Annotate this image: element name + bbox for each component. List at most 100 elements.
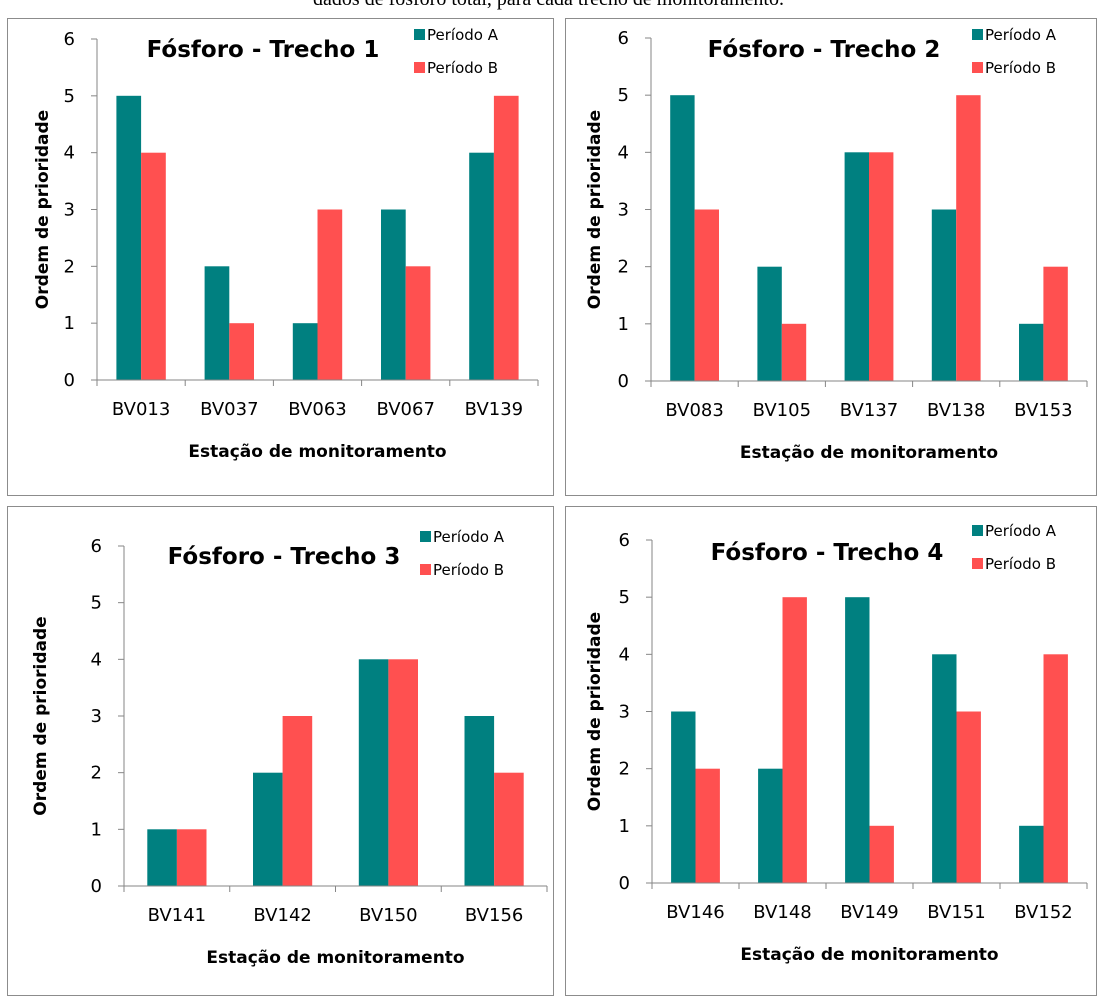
- y-tick-label: 0: [91, 876, 102, 897]
- y-axis-title: Ordem de prioridade: [585, 612, 605, 811]
- legend-label-periodo-b: Período B: [985, 59, 1056, 77]
- x-tick-label-bv141: BV141: [148, 905, 206, 926]
- y-axis-title: Ordem de prioridade: [585, 110, 605, 309]
- y-tick-label: 1: [619, 816, 630, 837]
- legend-label-periodo-a: Período A: [985, 26, 1057, 44]
- x-tick-label-bv142: BV142: [253, 905, 311, 926]
- y-axis-title: Ordem de prioridade: [31, 616, 51, 815]
- chart-svg-trecho-2: 0 1 2 3 4 5 6 BV083 BV105 BV137 BV138 BV153 Estação …: [585, 26, 1088, 463]
- bar-periodo-a-bv153: [1019, 323, 1044, 381]
- y-tick-label: 6: [91, 536, 102, 557]
- x-tick-label-bv105: BV105: [753, 400, 811, 421]
- y-axis-title: Ordem de prioridade: [33, 110, 53, 309]
- bar-periodo-a-bv138: [931, 209, 957, 381]
- y-tick-label: 3: [91, 706, 102, 727]
- bar-periodo-b-bv156: [494, 772, 524, 886]
- x-axis-title: Estação de monitoramento: [740, 443, 998, 463]
- bar-periodo-b-bv139: [493, 95, 519, 381]
- bar-periodo-a-bv148: [758, 768, 783, 883]
- legend-swatch-periodo-a: [420, 531, 431, 542]
- y-tick-label: 2: [618, 257, 629, 278]
- bar-periodo-b-bv153: [1043, 266, 1068, 381]
- chart-panel-trecho-2: 0 1 2 3 4 5 6 BV083 BV105 BV137 BV138 BV153 Estação …: [565, 18, 1097, 496]
- chart-svg-trecho-4: 0 1 2 3 4 5 6 BV146 BV148 BV149 BV151 BV152 Estação …: [585, 522, 1088, 965]
- y-tick-label: 4: [91, 649, 102, 670]
- legend-label-periodo-b: Período B: [985, 555, 1056, 573]
- x-tick-label-bv151: BV151: [927, 902, 985, 923]
- bar-periodo-b-bv137: [869, 152, 894, 381]
- y-tick-label: 2: [64, 256, 75, 277]
- chart-svg-trecho-1: 0 1 2 3 4 5 6 BV013 BV037 BV063 BV067 BV139 Estação …: [33, 26, 539, 462]
- bar-periodo-b-bv146: [695, 768, 720, 883]
- bar-periodo-a-bv037: [204, 266, 230, 380]
- bar-periodo-a-bv141: [147, 829, 177, 886]
- x-tick-label-bv063: BV063: [288, 399, 346, 420]
- y-tick-label: 4: [618, 142, 629, 163]
- bar-periodo-a-bv149: [845, 597, 870, 883]
- bar-periodo-b-bv063: [317, 209, 343, 380]
- chart-title: Fósforo - Trecho 1: [147, 37, 380, 63]
- bar-periodo-a-bv137: [844, 152, 869, 381]
- x-tick-label-bv152: BV152: [1014, 902, 1072, 923]
- y-tick-label: 2: [91, 763, 102, 784]
- y-tick-label: 1: [91, 819, 102, 840]
- x-axis-title: Estação de monitoramento: [206, 948, 464, 968]
- legend-swatch-periodo-a: [972, 29, 983, 40]
- legend-label-periodo-a: Período A: [433, 528, 505, 546]
- bar-periodo-a-bv156: [464, 716, 495, 886]
- legend-swatch-periodo-b: [420, 564, 431, 575]
- y-tick-label: 3: [618, 200, 629, 221]
- bar-periodo-a-bv083: [670, 95, 695, 381]
- legend-label-periodo-a: Período A: [985, 522, 1057, 540]
- y-tick-label: 4: [619, 644, 630, 665]
- y-tick-label: 3: [619, 702, 630, 723]
- y-tick-label: 6: [619, 530, 630, 551]
- x-tick-label-bv139: BV139: [465, 399, 523, 420]
- bar-periodo-a-bv105: [757, 266, 782, 381]
- x-tick-label-bv153: BV153: [1014, 400, 1072, 421]
- bar-periodo-b-bv141: [176, 829, 207, 886]
- figure-caption: dados de fósforo total, para cada trecho…: [0, 0, 1097, 11]
- bar-periodo-b-bv067: [405, 266, 431, 380]
- bar-periodo-a-bv063: [292, 323, 318, 380]
- legend-swatch-periodo-a: [414, 29, 425, 40]
- y-tick-label: 1: [64, 313, 75, 334]
- x-tick-label-bv156: BV156: [465, 905, 523, 926]
- y-tick-label: 0: [64, 370, 75, 391]
- y-tick-label: 5: [619, 587, 630, 608]
- y-tick-label: 0: [619, 873, 630, 894]
- y-tick-label: 2: [619, 759, 630, 780]
- legend-label-periodo-b: Período B: [433, 561, 504, 579]
- x-tick-label-bv067: BV067: [376, 399, 434, 420]
- x-tick-label-bv013: BV013: [112, 399, 170, 420]
- y-tick-label: 5: [91, 593, 102, 614]
- bar-periodo-b-bv013: [141, 152, 166, 380]
- x-tick-label-bv146: BV146: [666, 902, 724, 923]
- x-tick-label-bv149: BV149: [840, 902, 898, 923]
- x-tick-label-bv148: BV148: [753, 902, 811, 923]
- x-tick-label-bv083: BV083: [665, 400, 723, 421]
- chart-title: Fósforo - Trecho 3: [168, 544, 401, 570]
- legend-label-periodo-a: Período A: [427, 26, 499, 44]
- chart-title: Fósforo - Trecho 4: [711, 540, 944, 566]
- bar-periodo-b-bv105: [781, 323, 807, 381]
- legend-swatch-periodo-b: [972, 558, 983, 569]
- x-tick-label-bv138: BV138: [927, 400, 985, 421]
- bar-periodo-b-bv150: [388, 659, 418, 886]
- y-tick-label: 5: [64, 86, 75, 107]
- x-axis-title: Estação de monitoramento: [188, 442, 446, 462]
- bar-periodo-a-bv146: [671, 711, 696, 883]
- bar-periodo-b-bv138: [956, 95, 981, 381]
- bar-periodo-a-bv150: [358, 659, 389, 886]
- bar-periodo-b-bv149: [869, 825, 894, 883]
- y-tick-label: 4: [64, 143, 75, 164]
- chart-panel-trecho-1: 0 1 2 3 4 5 6 BV013 BV037 BV063 BV067 BV139 Estação …: [7, 18, 554, 496]
- bar-periodo-b-bv148: [782, 597, 807, 883]
- y-tick-label: 6: [618, 28, 629, 49]
- bar-periodo-a-bv142: [253, 772, 283, 886]
- legend-swatch-periodo-b: [414, 62, 425, 73]
- y-tick-label: 1: [618, 314, 629, 335]
- x-tick-label-bv037: BV037: [200, 399, 258, 420]
- y-tick-label: 3: [64, 200, 75, 221]
- y-tick-label: 6: [64, 29, 75, 50]
